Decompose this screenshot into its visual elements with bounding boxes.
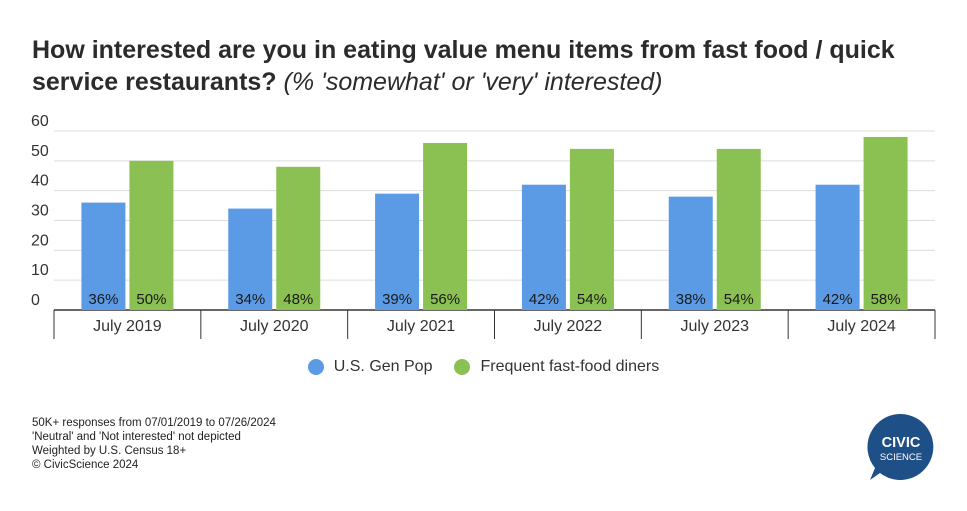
- footnote-weighting: Weighted by U.S. Census 18+: [32, 445, 187, 457]
- legend: U.S. Gen Pop Frequent fast-food diners: [0, 358, 967, 376]
- y-tick-label-30: 30: [31, 203, 49, 220]
- chart-subtitle: (% 'somewhat' or 'very' interested): [283, 68, 663, 96]
- bar-frequent-diners-4: [716, 148, 761, 310]
- logo-badge: [867, 413, 934, 480]
- civicscience-logo: CIVIC SCIENCE: [867, 413, 934, 480]
- data-label-frequent-diners-4: 54%: [724, 291, 754, 308]
- x-tick-label-1: July 2020: [240, 318, 309, 335]
- data-label-gen-pop-2: 39%: [382, 291, 412, 308]
- footnote-responses: 50K+ responses from 07/01/2019 to 07/26/…: [32, 417, 276, 429]
- legend-label-frequent-diners: Frequent fast-food diners: [480, 358, 660, 375]
- data-label-frequent-diners-3: 54%: [577, 291, 607, 308]
- bar-frequent-diners-1: [276, 166, 321, 310]
- bar-frequent-diners-0: [129, 160, 174, 310]
- data-label-gen-pop-0: 36%: [88, 291, 118, 308]
- y-tick-label-60: 60: [31, 113, 49, 130]
- legend-swatch-gen-pop: [307, 359, 324, 375]
- bar-frequent-diners-5: [863, 136, 908, 310]
- data-label-frequent-diners-2: 56%: [430, 291, 460, 308]
- data-label-gen-pop-1: 34%: [235, 291, 265, 308]
- x-tick-label-5: July 2024: [827, 318, 896, 335]
- chart-title: How interested are you in eating value m…: [32, 34, 932, 98]
- x-tick-label-3: July 2022: [534, 318, 603, 335]
- legend-swatch-frequent-diners: [454, 359, 471, 375]
- y-tick-label-20: 20: [31, 232, 49, 249]
- legend-item-frequent-diners: Frequent fast-food diners: [454, 358, 659, 376]
- bar-gen-pop-1: [228, 208, 273, 310]
- data-label-gen-pop-5: 42%: [823, 291, 853, 308]
- data-label-frequent-diners-5: 58%: [871, 291, 901, 308]
- bar-frequent-diners-3: [569, 148, 614, 310]
- y-tick-label-50: 50: [31, 143, 49, 160]
- chart-title-main: How interested are you in eating value m…: [32, 36, 895, 96]
- x-tick-label-4: July 2023: [681, 318, 750, 335]
- y-tick-label-0: 0: [31, 292, 40, 309]
- footnote-copyright: © CivicScience 2024: [32, 459, 139, 471]
- bar-frequent-diners-2: [423, 142, 468, 310]
- data-label-frequent-diners-1: 48%: [283, 291, 313, 308]
- logo-text-science: SCIENCE: [880, 452, 922, 463]
- bar-gen-pop-5: [815, 184, 860, 310]
- data-label-gen-pop-4: 38%: [676, 291, 706, 308]
- x-tick-label-0: July 2019: [93, 318, 162, 335]
- data-label-frequent-diners-0: 50%: [136, 291, 166, 308]
- bar-gen-pop-4: [668, 196, 713, 310]
- bar-gen-pop-2: [375, 193, 420, 310]
- x-tick-label-2: July 2021: [387, 318, 456, 335]
- data-label-gen-pop-3: 42%: [529, 291, 559, 308]
- bar-gen-pop-0: [81, 202, 126, 310]
- legend-label-gen-pop: U.S. Gen Pop: [333, 358, 433, 375]
- y-tick-label-40: 40: [31, 173, 49, 190]
- footnotes: 50K+ responses from 07/01/2019 to 07/26/…: [32, 416, 276, 472]
- legend-item-gen-pop: U.S. Gen Pop: [307, 358, 433, 376]
- y-tick-label-10: 10: [31, 262, 49, 279]
- logo-text-civic: CIVIC: [882, 435, 921, 451]
- bar-chart: 0 10 20 30 40 50 60 36% 50% July 2019 34% 48% July 2…: [31, 113, 936, 339]
- bar-gen-pop-3: [521, 184, 566, 310]
- footnote-excluded: 'Neutral' and 'Not interested' not depic…: [32, 431, 241, 443]
